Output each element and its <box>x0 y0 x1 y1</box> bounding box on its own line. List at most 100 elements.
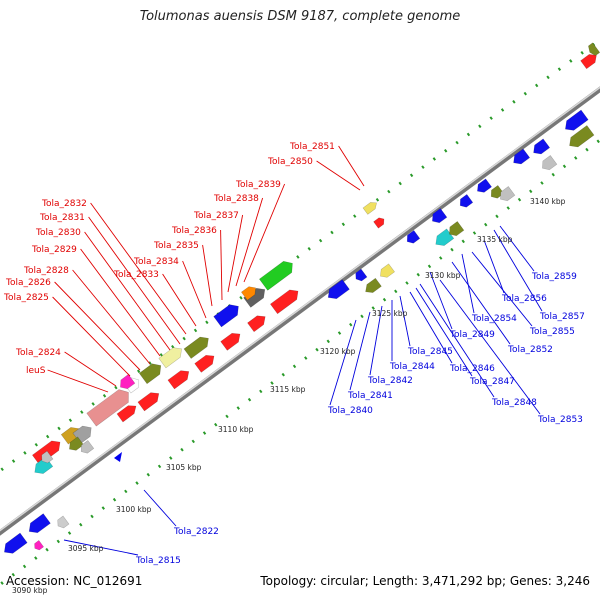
gene-arrow <box>513 148 531 165</box>
gene-label-forward: Tola_2834 <box>133 257 179 267</box>
leader-line <box>429 271 453 330</box>
gene-arrow <box>355 268 368 282</box>
scale-tick-label: 3135 kbp <box>477 235 513 244</box>
gene-arrow <box>373 217 385 229</box>
leader-line <box>499 225 535 272</box>
leader-line <box>419 283 495 398</box>
gene-label-reverse: Tola_2857 <box>539 312 585 322</box>
leader-line <box>349 311 371 391</box>
scale-tick-label: 3125 kbp <box>372 309 408 318</box>
leader-line <box>88 216 181 345</box>
gene-arrow <box>183 336 209 359</box>
gene-label-forward: Tola_2836 <box>171 226 217 236</box>
gene-arrow <box>380 263 395 278</box>
genome-backbone <box>0 86 600 536</box>
gene-arrow <box>34 540 44 551</box>
gene-arrow <box>588 42 600 56</box>
gene-arrow <box>362 202 377 215</box>
leader-line <box>483 239 505 294</box>
gene-arrow <box>327 279 350 300</box>
gene-label-reverse: Tola_2815 <box>135 556 181 566</box>
leader-line <box>64 351 117 387</box>
gene-label-reverse: Tola_2846 <box>449 364 495 374</box>
leader-line <box>202 244 213 307</box>
leader-line <box>316 160 361 191</box>
leader-line <box>439 279 541 415</box>
gene-arrow <box>459 194 474 208</box>
scale-tick-label: 3090 kbp <box>12 586 48 595</box>
leader-line <box>47 369 109 393</box>
gene-label-forward: Tola_2830 <box>35 228 81 238</box>
scale-tick-label: 3110 kbp <box>218 425 254 434</box>
gene-arrow <box>116 405 137 423</box>
gene-label-reverse: Tola_2859 <box>531 272 577 282</box>
leader-line <box>143 489 177 527</box>
gene-arrow <box>270 289 299 315</box>
scale-tick-label: 3100 kbp <box>116 505 152 514</box>
gene-arrow <box>4 532 28 554</box>
gene-arrow <box>477 178 492 193</box>
gene-label-forward: Tola_2850 <box>267 157 313 167</box>
topology-summary: Topology: circular; Length: 3,471,292 bp… <box>260 574 590 588</box>
gene-arrow <box>57 515 70 529</box>
scale-tick-label: 3120 kbp <box>320 347 356 356</box>
gene-label-reverse: Tola_2842 <box>367 376 413 386</box>
accession-text: Accession: NC_012691 <box>6 574 143 588</box>
leader-line <box>80 248 161 357</box>
gene-arrow <box>432 208 448 224</box>
leader-line <box>84 231 171 351</box>
gene-label-reverse: Tola_2847 <box>469 377 515 387</box>
gene-arrow <box>138 363 162 385</box>
gene-label-forward: Tola_2851 <box>289 142 335 152</box>
map-title: Tolumonas auensis DSM 9187, complete gen… <box>139 9 461 24</box>
gene-arrow <box>542 155 558 171</box>
leader-line <box>461 253 475 314</box>
gene-label-reverse: Tola_2841 <box>347 391 393 401</box>
gene-arrow <box>28 513 51 534</box>
gene-arrow <box>167 370 190 390</box>
gene-label-forward: leuS <box>26 366 46 376</box>
gene-label-forward: Tola_2824 <box>15 348 61 358</box>
gene-label-reverse: Tola_2853 <box>537 415 583 425</box>
leader-line <box>227 214 244 293</box>
gene-label-forward: Tola_2837 <box>193 211 239 221</box>
leader-line <box>338 145 365 187</box>
gene-label-reverse: Tola_2855 <box>529 327 575 337</box>
scale-tick-label: 3105 kbp <box>166 463 202 472</box>
gene-arrow <box>80 440 95 454</box>
label-leaders: leuS Tola_2824 Tola_2825 Tola_2826 Tola_2828… <box>3 142 585 566</box>
gene-arrow <box>213 304 239 328</box>
gene-arrow <box>69 436 84 451</box>
gene-label-forward: Tola_2829 <box>31 245 77 255</box>
direction-marker <box>114 452 122 462</box>
gene-label-reverse: Tola_2854 <box>471 314 517 324</box>
gene-arrow <box>120 374 136 390</box>
gene-arrow <box>500 186 516 202</box>
gene-label-forward: Tola_2831 <box>39 213 85 223</box>
gene-arrow <box>241 286 256 301</box>
scale-tick-label: 3140 kbp <box>530 197 566 206</box>
gene-arrow <box>365 277 382 293</box>
leader-line <box>63 539 139 556</box>
gene-label-reverse: Tola_2845 <box>407 347 453 357</box>
gene-label-reverse: Tola_2848 <box>491 398 537 408</box>
leader-line <box>162 273 197 327</box>
gene-arrow <box>406 230 421 244</box>
leader-line <box>72 269 151 365</box>
inner-dotted-guide <box>0 138 600 587</box>
gene-arrow <box>565 109 589 131</box>
gene-label-reverse: Tola_2840 <box>327 406 373 416</box>
leader-line <box>329 319 357 406</box>
scale-tick-label: 3095 kbp <box>68 544 104 553</box>
gene-label-forward: Tola_2826 <box>5 278 51 288</box>
gene-label-forward: Tola_2832 <box>41 199 87 209</box>
gene-label-forward: Tola_2828 <box>23 266 69 276</box>
leader-line <box>220 229 223 301</box>
leader-line <box>471 251 533 327</box>
gene-label-reverse: Tola_2852 <box>507 345 553 355</box>
leader-line <box>399 295 411 347</box>
leader-line <box>369 305 383 376</box>
gene-arrow <box>580 54 597 70</box>
gene-label-reverse: Tola_2849 <box>449 330 495 340</box>
gene-label-reverse: Tola_2822 <box>173 527 219 537</box>
